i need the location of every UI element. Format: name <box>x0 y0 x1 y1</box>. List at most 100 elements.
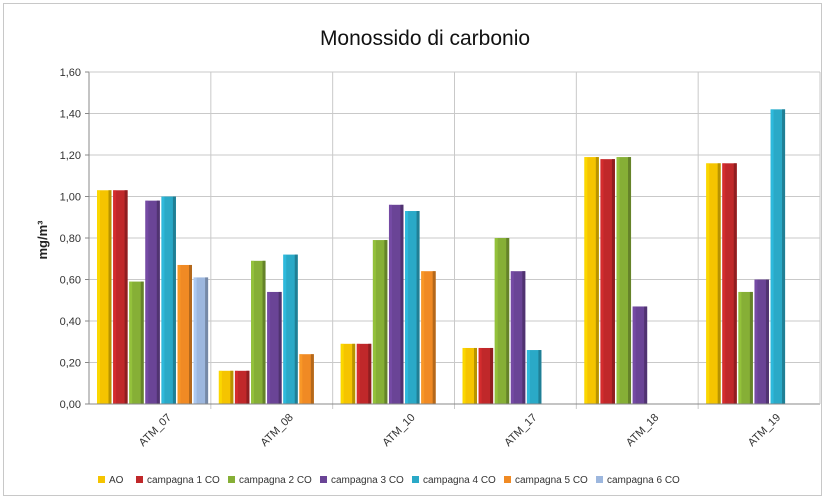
bar-shadow <box>205 277 209 404</box>
bar-highlight <box>706 163 710 404</box>
bar-body <box>722 163 737 404</box>
y-tick-label: 0,60 <box>60 275 81 287</box>
bar <box>510 271 526 404</box>
bar-shadow <box>400 204 404 404</box>
bar-shadow <box>172 196 176 404</box>
y-axis-label: mg/m³ <box>35 220 50 260</box>
bar <box>738 291 753 404</box>
bar-body <box>218 370 234 404</box>
x-tick-label: ATM_07 <box>137 412 174 449</box>
bar-highlight <box>340 343 344 404</box>
bar-body <box>161 196 176 404</box>
bar <box>706 163 721 404</box>
bar-shadow <box>538 350 542 404</box>
bar-shadow <box>310 354 314 404</box>
bar-highlight <box>193 277 197 404</box>
bar-highlight <box>462 347 466 404</box>
y-tick-label: 1,00 <box>60 192 81 204</box>
bar <box>494 238 510 404</box>
legend-label: campagna 3 CO <box>331 475 404 486</box>
bar-body <box>356 343 372 404</box>
bar-highlight <box>234 370 238 404</box>
bar-body <box>421 271 436 404</box>
bar-shadow <box>628 157 632 404</box>
bar-shadow <box>124 190 128 404</box>
axes <box>88 71 821 405</box>
bar <box>754 279 769 404</box>
bar <box>478 347 494 404</box>
legend-item: campagna 5 CO <box>504 475 588 486</box>
bar <box>388 204 404 404</box>
bar <box>372 240 388 404</box>
legend-label: AO <box>109 475 124 486</box>
legend-item: AO <box>98 475 124 486</box>
legend: AO campagna 1 CO campagna 2 CO campagna 3 C… <box>98 475 680 486</box>
bar-body <box>145 200 160 404</box>
y-tick-label: 1,20 <box>60 150 81 162</box>
bar-highlight <box>299 354 303 404</box>
chart-title: Monossido di carbonio <box>320 27 530 50</box>
bar-highlight <box>510 271 514 404</box>
bar-highlight <box>218 370 222 404</box>
bar-shadow <box>611 159 615 404</box>
bar <box>356 343 372 404</box>
bar-body <box>584 157 599 404</box>
legend-swatch <box>504 476 511 483</box>
bar-shadow <box>352 343 356 404</box>
bar-body <box>113 190 128 404</box>
bar-highlight <box>97 190 100 404</box>
bar <box>616 157 632 404</box>
bar <box>283 254 298 404</box>
bar-body <box>283 254 298 404</box>
bar <box>193 277 209 404</box>
bar-body <box>494 238 510 404</box>
bar <box>129 281 144 404</box>
bar-highlight <box>113 190 117 404</box>
bar-highlight <box>129 281 133 404</box>
legend-label: campagna 5 CO <box>515 475 588 486</box>
bars <box>97 109 786 404</box>
bar <box>113 190 128 404</box>
bar-shadow <box>278 291 282 404</box>
legend-swatch <box>320 476 327 483</box>
bar <box>405 211 420 404</box>
bar-highlight <box>177 264 181 404</box>
bar-shadow <box>765 279 769 404</box>
bar-body <box>193 277 209 404</box>
bar-shadow <box>384 240 388 404</box>
legend-item: campagna 6 CO <box>596 475 680 486</box>
legend-label: campagna 2 CO <box>239 475 312 486</box>
bar-body <box>462 347 477 404</box>
bar-highlight <box>405 211 409 404</box>
legend-swatch <box>412 476 419 483</box>
bar-highlight <box>770 109 774 404</box>
bar-highlight <box>251 260 255 404</box>
bar-highlight <box>388 204 392 404</box>
bar <box>632 306 648 404</box>
bar-shadow <box>490 347 494 404</box>
bar <box>770 109 786 404</box>
bar-highlight <box>421 271 425 404</box>
bar-body <box>251 260 266 404</box>
bar-shadow <box>595 157 599 404</box>
bar-highlight <box>584 157 588 404</box>
bar-body <box>706 163 721 404</box>
bar-body <box>600 159 615 404</box>
bar-highlight <box>267 291 271 404</box>
legend-item: campagna 1 CO <box>136 475 220 486</box>
bar-shadow <box>782 109 786 404</box>
y-tick-label: 0,00 <box>60 399 81 411</box>
bar-body <box>388 204 404 404</box>
legend-swatch <box>228 476 235 483</box>
bar-highlight <box>738 291 742 404</box>
x-tick-label: ATM_18 <box>624 412 661 449</box>
bar-highlight <box>526 350 530 404</box>
bar <box>299 354 314 404</box>
bar-body <box>405 211 420 404</box>
bar <box>218 370 234 404</box>
legend-label: campagna 4 CO <box>423 475 496 486</box>
bar-shadow <box>522 271 526 404</box>
bar-body <box>299 354 314 404</box>
x-tick-label: ATM_17 <box>502 412 539 449</box>
bar-shadow <box>246 370 250 404</box>
